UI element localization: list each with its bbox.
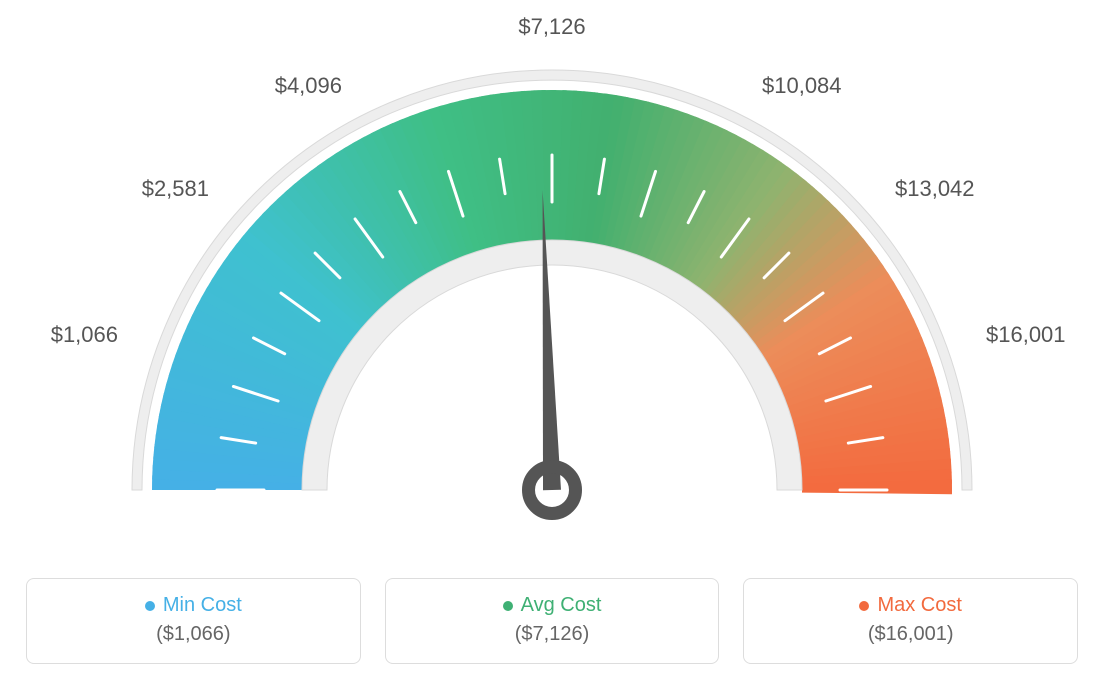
legend-dot-avg <box>503 601 513 611</box>
legend-dot-min <box>145 601 155 611</box>
scale-label: $4,096 <box>275 73 342 99</box>
legend-title-avg: Avg Cost <box>503 594 602 617</box>
legend-label-max: Max Cost <box>877 594 961 617</box>
scale-label: $1,066 <box>51 322 118 348</box>
legend-dot-max <box>859 601 869 611</box>
scale-label: $16,001 <box>986 322 1066 348</box>
legend-card-avg: Avg Cost ($7,126) <box>385 578 720 664</box>
legend-card-min: Min Cost ($1,066) <box>26 578 361 664</box>
gauge-svg <box>0 0 1104 560</box>
gauge-area: $1,066 $2,581 $4,096 $7,126 $10,084 $13,042 $1… <box>0 0 1104 560</box>
legend-value-min: ($1,066) <box>156 623 231 646</box>
legend-label-min: Min Cost <box>163 594 242 617</box>
legend-title-min: Min Cost <box>145 594 242 617</box>
scale-label: $2,581 <box>142 176 209 202</box>
legend-value-avg: ($7,126) <box>515 623 590 646</box>
scale-label: $13,042 <box>895 176 975 202</box>
legend-card-max: Max Cost ($16,001) <box>743 578 1078 664</box>
scale-label: $10,084 <box>762 73 842 99</box>
legend-row: Min Cost ($1,066) Avg Cost ($7,126) Max Cost… <box>26 578 1078 664</box>
legend-value-max: ($16,001) <box>868 623 954 646</box>
scale-label: $7,126 <box>518 14 585 40</box>
legend-label-avg: Avg Cost <box>521 594 602 617</box>
chart-root: $1,066 $2,581 $4,096 $7,126 $10,084 $13,042 $1… <box>0 0 1104 690</box>
legend-title-max: Max Cost <box>859 594 961 617</box>
